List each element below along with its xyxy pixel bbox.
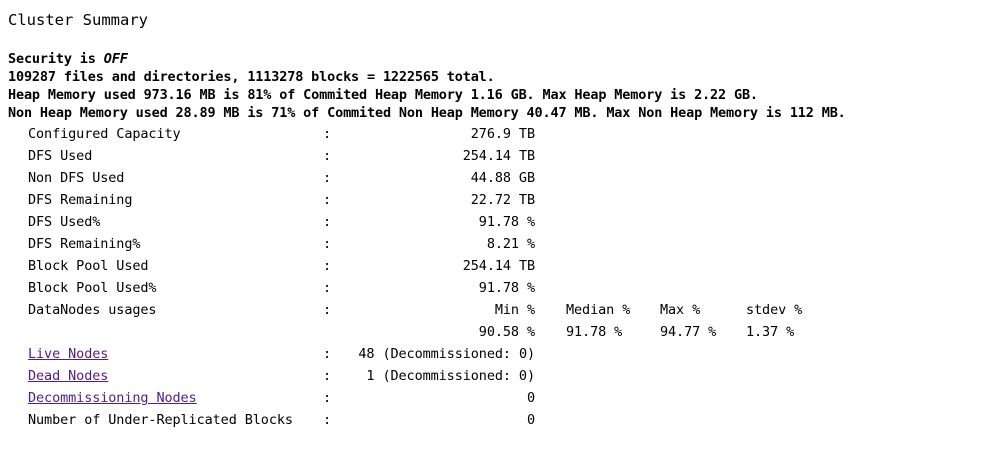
row-label-dfs-remaining: DFS Remaining — [28, 192, 133, 208]
row-label-dfs-used: DFS Used — [28, 148, 93, 164]
decommissioning-nodes-link[interactable]: Decommissioning Nodes — [28, 390, 197, 406]
usage-header-median: Median % — [566, 302, 631, 318]
row-value-under-replicated-blocks: 0 — [526, 412, 535, 428]
row-value-dfs-remaining: 22.72 TB — [470, 192, 535, 208]
row-separator: : — [323, 170, 332, 186]
table-row: Live Nodes : 48 (Decommissioned: 0) — [0, 346, 989, 368]
live-nodes-link[interactable]: Live Nodes — [28, 346, 109, 362]
row-value-dead-nodes: 1 (Decommissioned: 0) — [366, 368, 535, 384]
table-row: Block Pool Used : 254.14 TB — [0, 258, 989, 280]
security-status-line: Security is OFF — [8, 51, 128, 67]
row-label-dfs-remaining-percent: DFS Remaining% — [28, 236, 141, 252]
row-separator: : — [323, 302, 332, 318]
row-separator: : — [323, 412, 332, 428]
table-row: Non DFS Used : 44.88 GB — [0, 170, 989, 192]
row-separator: : — [323, 280, 332, 296]
row-label-datanodes-usages: DataNodes usages — [28, 302, 157, 318]
row-value-live-nodes: 48 (Decommissioned: 0) — [358, 346, 535, 362]
row-label-decommissioning-nodes-cell: Decommissioning Nodes — [28, 390, 197, 406]
row-label-dfs-used-percent: DFS Used% — [28, 214, 101, 230]
row-value-decommissioning-nodes: 0 — [526, 390, 535, 406]
usage-header-max: Max % — [660, 302, 701, 318]
datanodes-usages-values-row: 90.58 % 91.78 % 94.77 % 1.37 % — [0, 324, 989, 346]
dead-nodes-link[interactable]: Dead Nodes — [28, 368, 109, 384]
table-row: Dead Nodes : 1 (Decommissioned: 0) — [0, 368, 989, 390]
table-row: Configured Capacity : 276.9 TB — [0, 126, 989, 148]
usage-value-median: 91.78 % — [566, 324, 623, 340]
row-value-dfs-remaining-percent: 8.21 % — [486, 236, 535, 252]
row-label-under-replicated-blocks: Number of Under-Replicated Blocks — [28, 412, 293, 428]
row-value-non-dfs-used: 44.88 GB — [470, 170, 535, 186]
table-row: Block Pool Used% : 91.78 % — [0, 280, 989, 302]
row-label-dead-nodes-cell: Dead Nodes — [28, 368, 108, 384]
usage-header-stdev: stdev % — [746, 302, 803, 318]
row-separator: : — [323, 390, 332, 406]
row-label-block-pool-used-percent: Block Pool Used% — [28, 280, 157, 296]
usage-value-stdev: 1.37 % — [746, 324, 795, 340]
security-prefix: Security is — [8, 51, 104, 67]
row-value-dfs-used: 254.14 TB — [462, 148, 535, 164]
row-value-dfs-used-percent: 91.78 % — [478, 214, 535, 230]
row-separator: : — [323, 368, 332, 384]
table-row: DFS Used% : 91.78 % — [0, 214, 989, 236]
files-blocks-line: 109287 files and directories, 1113278 bl… — [8, 69, 495, 85]
row-label-live-nodes-cell: Live Nodes — [28, 346, 108, 362]
page-title: Cluster Summary — [8, 11, 148, 29]
datanodes-usages-header-row: DataNodes usages : Min % Median % Max % … — [0, 302, 989, 324]
row-separator: : — [323, 236, 332, 252]
row-value-block-pool-used-percent: 91.78 % — [478, 280, 535, 296]
table-row: Decommissioning Nodes : 0 — [0, 390, 989, 412]
usage-value-max: 94.77 % — [660, 324, 717, 340]
row-separator: : — [323, 346, 332, 362]
row-separator: : — [323, 258, 332, 274]
row-separator: : — [323, 192, 332, 208]
usage-header-min: Min % — [494, 302, 535, 318]
table-row: DFS Used : 254.14 TB — [0, 148, 989, 170]
row-separator: : — [323, 214, 332, 230]
row-label-configured-capacity: Configured Capacity — [28, 126, 181, 142]
heap-memory-line: Heap Memory used 973.16 MB is 81% of Com… — [8, 87, 758, 103]
table-row: Number of Under-Replicated Blocks : 0 — [0, 412, 989, 434]
security-state: OFF — [103, 51, 128, 67]
table-row: DFS Remaining% : 8.21 % — [0, 236, 989, 258]
row-value-block-pool-used: 254.14 TB — [462, 258, 535, 274]
usage-value-min: 90.58 % — [478, 324, 535, 340]
row-separator: : — [323, 126, 332, 142]
row-value-configured-capacity: 276.9 TB — [470, 126, 535, 142]
table-row: DFS Remaining : 22.72 TB — [0, 192, 989, 214]
row-label-block-pool-used: Block Pool Used — [28, 258, 149, 274]
row-separator: : — [323, 148, 332, 164]
row-label-non-dfs-used: Non DFS Used — [28, 170, 125, 186]
non-heap-memory-line: Non Heap Memory used 28.89 MB is 71% of … — [8, 105, 846, 121]
